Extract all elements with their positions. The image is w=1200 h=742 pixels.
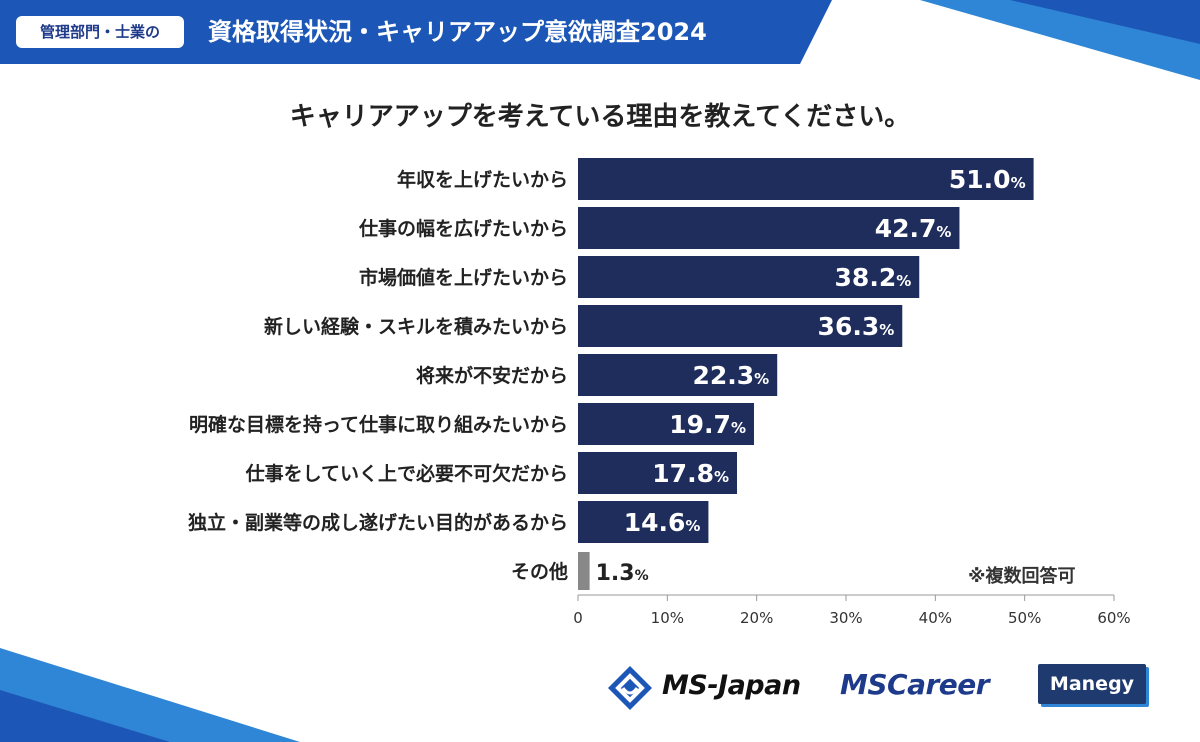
chart-title: キャリアアップを考えている理由を教えてください。 [289, 102, 911, 132]
top-right-stripe-dark [1010, 0, 1200, 44]
data-label-unit: % [685, 517, 700, 535]
data-label: 1.3% [596, 561, 649, 586]
data-label-value: 17.8 [652, 459, 714, 488]
data-label: 17.8% [652, 459, 729, 488]
data-label: 42.7% [875, 214, 952, 243]
data-label-value: 36.3 [818, 312, 880, 341]
x-tick-label: 40% [919, 609, 952, 627]
category-label: 仕事の幅を広げたいから [358, 217, 568, 240]
bar [578, 501, 709, 543]
data-label: 51.0% [949, 165, 1026, 194]
data-label-value: 42.7 [875, 214, 937, 243]
data-label: 38.2% [835, 263, 912, 292]
data-label: 36.3% [818, 312, 895, 341]
data-label-value: 22.3 [692, 361, 754, 390]
x-tick-label: 20% [740, 609, 773, 627]
bottom-left-stripe-dark [0, 690, 170, 742]
data-label-value: 38.2 [835, 263, 897, 292]
category-label: 市場価値を上げたいから [359, 266, 568, 289]
manegy-logo: Manegy [1038, 664, 1146, 704]
category-label: 新しい経験・スキルを積みたいから [264, 315, 568, 338]
ms-japan-logo-text: MS-Japan [662, 670, 801, 701]
data-label-unit: % [879, 321, 894, 339]
header-title: 資格取得状況・キャリアアップ意欲調査2024 [208, 18, 707, 46]
x-tick-label: 30% [829, 609, 862, 627]
x-tick-label: 0 [573, 609, 583, 627]
x-tick-label: 10% [651, 609, 684, 627]
category-label: 独立・副業等の成し遂げたい目的があるから [188, 511, 568, 534]
category-label: 将来が不安だから [416, 364, 568, 387]
data-label-value: 51.0 [949, 165, 1011, 194]
bar [578, 305, 903, 347]
data-label-unit: % [936, 223, 951, 241]
category-label: 明確な目標を持って仕事に取り組みたいから [189, 413, 568, 436]
bar [578, 158, 1034, 200]
bar [578, 403, 754, 445]
data-label: 19.7% [669, 410, 746, 439]
category-label: その他 [511, 560, 568, 583]
data-label-value: 1.3 [596, 561, 635, 586]
data-label-unit: % [635, 568, 649, 584]
ms-career-logo: MSCareer [840, 668, 990, 701]
ms-japan-diamond-icon [608, 666, 652, 710]
data-label-unit: % [896, 272, 911, 290]
data-label-unit: % [754, 370, 769, 388]
data-label-unit: % [714, 468, 729, 486]
bar [578, 452, 738, 494]
data-label-unit: % [731, 419, 746, 437]
bar [578, 354, 778, 396]
category-label: 年収を上げたいから [397, 168, 568, 191]
data-label: 22.3% [692, 361, 769, 390]
header-banner [0, 0, 832, 64]
data-label: 14.6% [624, 508, 701, 537]
data-label-value: 19.7 [669, 410, 731, 439]
bar [578, 256, 920, 298]
data-label-unit: % [1011, 174, 1026, 192]
header-tag: 管理部門・士業の [16, 16, 184, 48]
bar [578, 552, 590, 590]
x-tick-label: 50% [1008, 609, 1041, 627]
data-label-value: 14.6 [624, 508, 686, 537]
bar [578, 207, 960, 249]
category-label: 仕事をしていく上で必要不可欠だから [245, 462, 568, 485]
footnote: ※複数回答可 [968, 566, 1076, 587]
x-tick-label: 60% [1097, 609, 1130, 627]
